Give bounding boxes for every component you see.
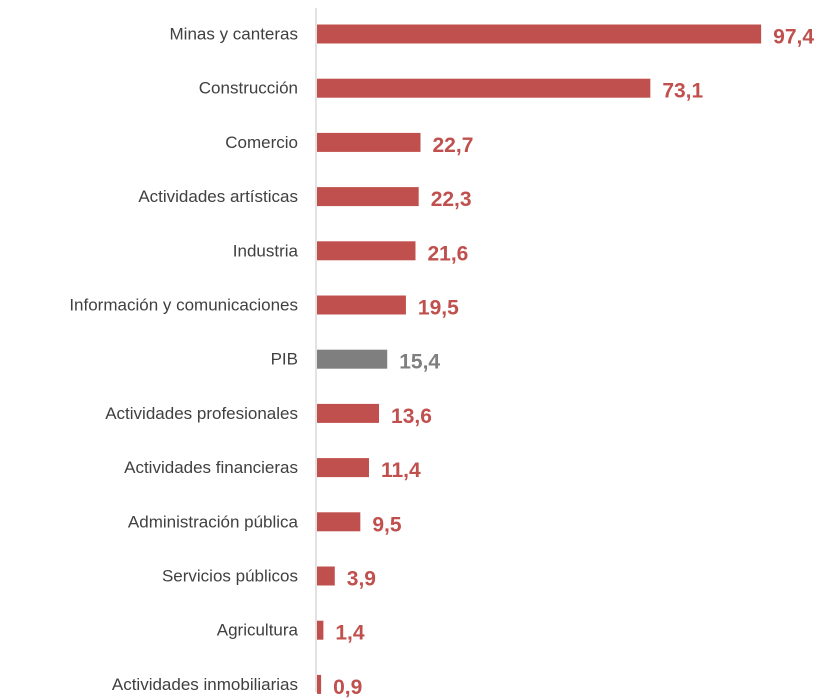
category-label: Actividades artísticas	[138, 187, 298, 206]
category-label: Construcción	[199, 79, 298, 98]
value-label: 21,6	[427, 242, 468, 265]
bar	[317, 620, 324, 640]
bar	[317, 458, 369, 478]
value-label: 9,5	[372, 513, 402, 536]
category-label: Administración pública	[128, 512, 299, 531]
bar	[317, 241, 416, 261]
value-label: 15,4	[399, 351, 440, 374]
category-label: PIB	[271, 350, 298, 369]
value-label: 22,3	[431, 188, 472, 211]
value-labels: 97,4 73,1 22,7 22,3 21,6 19,5 15,4 13,6 11,4 9,5 3…	[333, 26, 814, 699]
bar	[317, 187, 419, 207]
category-label: Actividades financieras	[124, 458, 298, 477]
category-label: Información y comunicaciones	[69, 296, 298, 315]
value-label: 22,7	[433, 134, 474, 157]
category-label: Minas y canteras	[170, 25, 299, 44]
category-label: Actividades profesionales	[105, 404, 298, 423]
bar	[317, 24, 762, 44]
bars	[317, 24, 762, 694]
bar	[317, 295, 406, 315]
category-label: Agricultura	[217, 621, 299, 640]
bar	[317, 674, 322, 694]
value-label: 19,5	[418, 297, 459, 320]
value-label: 1,4	[335, 622, 365, 645]
value-label: 73,1	[662, 80, 703, 103]
value-label: 97,4	[773, 26, 814, 49]
bar	[317, 78, 651, 98]
value-label: 11,4	[381, 459, 421, 482]
value-label: 13,6	[391, 405, 432, 428]
value-label: 3,9	[347, 568, 376, 591]
bar	[317, 512, 361, 532]
category-label: Industria	[233, 241, 299, 260]
category-label: Actividades inmobiliarias	[112, 675, 298, 694]
value-label: 0,9	[333, 676, 362, 699]
category-labels: Minas y canteras Construcción Comercio Acti…	[69, 25, 298, 694]
bar	[317, 566, 335, 586]
category-label: Servicios públicos	[162, 567, 298, 586]
bar-highlight	[317, 349, 388, 369]
category-label: Comercio	[225, 133, 298, 152]
bar	[317, 132, 421, 152]
bar	[317, 403, 380, 423]
